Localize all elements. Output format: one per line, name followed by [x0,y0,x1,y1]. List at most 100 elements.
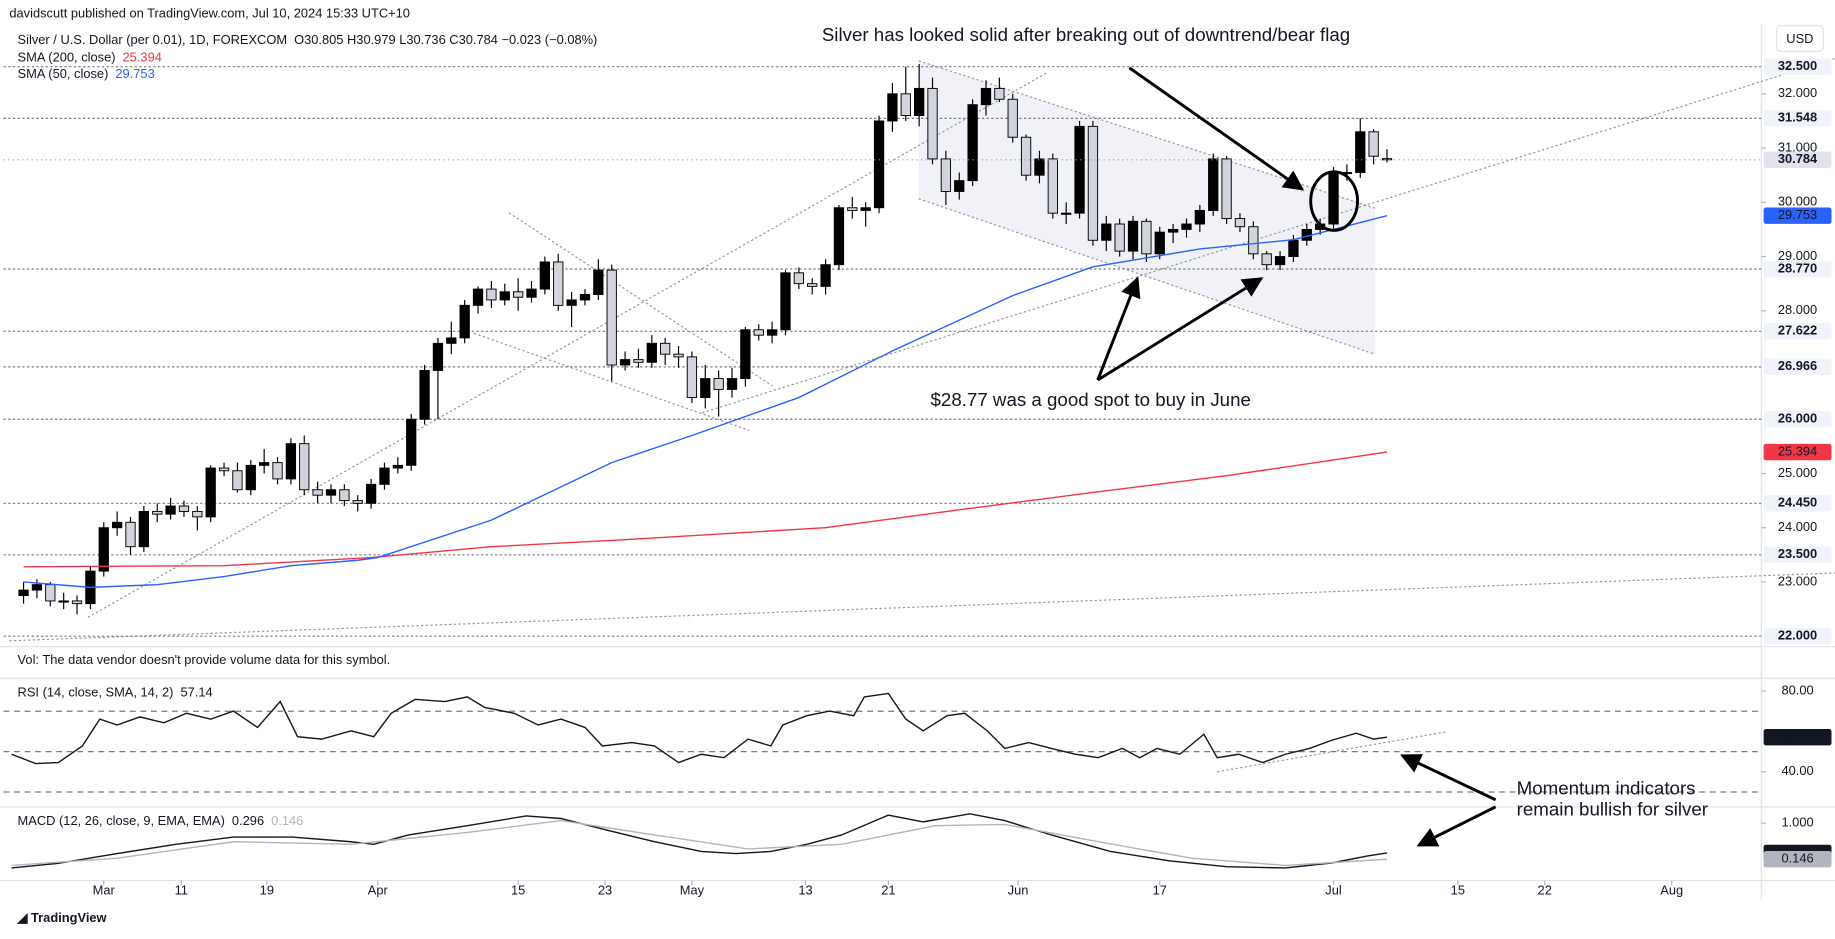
series-legend: SMA (50, close) 29.753 [18,66,155,81]
candle-body [1127,220,1139,252]
candle-body [1234,218,1246,228]
price-badge-label: 23.500 [1778,546,1817,561]
candle-body [994,87,1005,100]
arrow [1128,66,1305,191]
trendline [87,71,1048,618]
candle-body [419,369,430,420]
price-badge [1763,207,1832,224]
candle-body [446,337,457,344]
candle-body [1355,131,1366,173]
candle-body [1141,220,1152,255]
indicator-value: 0.296 [232,813,264,828]
price-badge [1763,443,1832,461]
candle-body [365,483,377,504]
x-tick-label: Jul [1325,882,1341,897]
series-line [23,451,1388,568]
candle-body [352,500,363,504]
candle-body [31,584,43,591]
price-badge-label: 27.622 [1778,323,1817,338]
candle-body [606,269,617,366]
candle-body [820,264,831,287]
trendlines [9,57,1835,773]
pane-borders [0,23,1835,901]
candle-body [192,510,203,518]
candle-body [299,443,310,491]
candle-body [566,299,577,306]
candle-body [1368,131,1379,157]
candle-body [766,329,778,336]
candle-body [660,342,671,355]
currency[interactable]: USD [1786,31,1813,46]
price-badge-label: 29.753 [1778,207,1817,222]
candle-body [1074,125,1085,214]
symbol-title: Silver / U.S. Dollar (per 0.01), 1D, FOR… [18,32,288,47]
candle-body [1208,158,1219,211]
price-badge-label: 28.770 [1778,260,1817,275]
price-badge-label: 32.500 [1778,58,1817,73]
candle-body [553,261,564,306]
candle-body [1020,136,1032,176]
indicator-legend: RSI (14, close, SMA, 14, 2) 57.14 [18,685,213,700]
trendline [701,57,1835,414]
candle-body [927,87,938,160]
candle-body [793,272,804,285]
series-value: 29.753 [115,66,154,81]
indicator-legend: MACD (12, 26, close, 9, EMA, EMA) 0.296 0.… [18,813,304,828]
candle-body [539,261,551,290]
candle-body [980,87,992,106]
candle-body [914,87,925,117]
candle-body [967,104,978,182]
annotation: Silver has looked solid after breaking o… [822,24,1350,45]
candle-body [1007,98,1018,138]
candle-body [232,470,243,491]
x-tick-label: 15 [1451,882,1465,897]
series-line [11,692,1388,765]
candle-body [18,589,29,596]
price-badge [1763,110,1832,127]
currency-button[interactable] [1775,25,1824,53]
annotation: Momentum indicators [1517,777,1696,798]
candle-body [807,283,818,287]
x-tick-label: Mar [93,882,116,897]
candle-body [1087,125,1099,241]
indicator-value: 57.14 [180,685,212,700]
logo: ◢ TradingView [17,911,108,926]
x-tick-label: 17 [1153,882,1167,897]
x-tick-label: 11 [175,882,188,897]
candle-body [1061,212,1072,215]
candle-body [152,510,163,515]
price-badge [1763,627,1832,645]
arrow [1096,276,1141,381]
candle-body [71,600,83,605]
price-badge-label: 0.146 [1781,851,1813,866]
price-badge-label: 31.548 [1778,110,1817,125]
candle-body [833,207,845,266]
y-tick-label: 80.00 [1781,682,1813,697]
candle-body [1101,223,1112,241]
candle-body [873,120,885,209]
trendline [9,572,1835,642]
series-line [11,813,1388,869]
x-tick-label: 13 [798,882,812,897]
candle-body [58,600,69,603]
arrows [1096,66,1497,847]
price-badge [1763,151,1832,168]
candle-body [512,291,524,298]
candle-body [178,505,190,512]
arrow [1400,754,1497,802]
candle-body [1274,256,1286,266]
candle-body [406,418,417,466]
candle-body [1167,228,1179,233]
price-badge-label: 26.966 [1778,358,1817,373]
candle-body [593,269,604,295]
series-legend: SMA (200, close) 25.394 [18,50,162,65]
candle-body [847,207,858,211]
candle-body [700,378,711,399]
price-badge [1763,323,1832,340]
y-tick-label: 30.000 [1778,194,1817,209]
candle-body [1034,158,1045,176]
candle-body [259,462,270,466]
x-tick-label: 15 [511,882,525,897]
y-tick-label: 23.000 [1778,573,1817,588]
